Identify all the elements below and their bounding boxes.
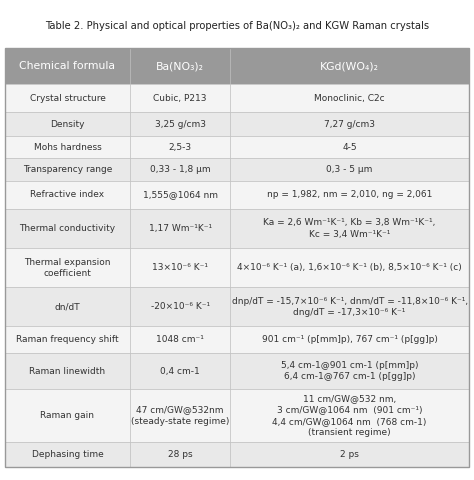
Bar: [130, 326, 230, 353]
Bar: [5, 158, 130, 181]
Text: 1,555@1064 nm: 1,555@1064 nm: [143, 191, 218, 199]
Bar: [130, 136, 230, 158]
Text: 4-5: 4-5: [342, 143, 357, 152]
Text: 0,4 cm-1: 0,4 cm-1: [160, 367, 200, 375]
Text: 5,4 cm-1@901 cm-1 (p[mm]p)
6,4 cm-1@767 cm-1 (p[gg]p): 5,4 cm-1@901 cm-1 (p[mm]p) 6,4 cm-1@767 …: [281, 361, 419, 381]
Text: -20×10⁻⁶ K⁻¹: -20×10⁻⁶ K⁻¹: [151, 302, 210, 312]
Bar: [230, 288, 469, 326]
Bar: [130, 48, 230, 84]
Text: 2,5-3: 2,5-3: [169, 143, 191, 152]
Bar: [5, 112, 130, 136]
Bar: [130, 353, 230, 389]
Bar: [130, 112, 230, 136]
Bar: [230, 389, 469, 442]
Text: Thermal conductivity: Thermal conductivity: [19, 224, 116, 233]
Bar: [230, 158, 469, 181]
Text: 3,25 g/cm3: 3,25 g/cm3: [155, 120, 206, 129]
Text: Mohs hardness: Mohs hardness: [34, 143, 101, 152]
Bar: [130, 181, 230, 209]
Text: dn/dT: dn/dT: [55, 302, 80, 312]
Text: 1,17 Wm⁻¹K⁻¹: 1,17 Wm⁻¹K⁻¹: [148, 224, 212, 233]
Bar: [130, 209, 230, 248]
Bar: [5, 136, 130, 158]
Text: Table 2. Physical and optical properties of Ba(NO₃)₂ and KGW Raman crystals: Table 2. Physical and optical properties…: [45, 21, 429, 31]
Text: 4×10⁻⁶ K⁻¹ (a), 1,6×10⁻⁶ K⁻¹ (b), 8,5×10⁻⁶ K⁻¹ (c): 4×10⁻⁶ K⁻¹ (a), 1,6×10⁻⁶ K⁻¹ (b), 8,5×10…: [237, 263, 462, 272]
Text: Density: Density: [50, 120, 85, 129]
Text: Crystal structure: Crystal structure: [29, 94, 105, 103]
Bar: [230, 181, 469, 209]
Bar: [5, 288, 130, 326]
Text: Monoclinic, C2c: Monoclinic, C2c: [314, 94, 385, 103]
Bar: [230, 442, 469, 467]
Bar: [230, 48, 469, 84]
Text: 901 cm⁻¹ (p[mm]p), 767 cm⁻¹ (p[gg]p): 901 cm⁻¹ (p[mm]p), 767 cm⁻¹ (p[gg]p): [262, 335, 438, 344]
Text: Ka = 2,6 Wm⁻¹K⁻¹, Kb = 3,8 Wm⁻¹K⁻¹,
Kc = 3,4 Wm⁻¹K⁻¹: Ka = 2,6 Wm⁻¹K⁻¹, Kb = 3,8 Wm⁻¹K⁻¹, Kc =…: [264, 218, 436, 239]
Text: Raman frequency shift: Raman frequency shift: [16, 335, 119, 344]
Text: 7,27 g/cm3: 7,27 g/cm3: [324, 120, 375, 129]
Text: dnp/dT = -15,7×10⁻⁶ K⁻¹, dnm/dT = -11,8×10⁻⁶ K⁻¹,
dng/dT = -17,3×10⁻⁶ K⁻¹: dnp/dT = -15,7×10⁻⁶ K⁻¹, dnm/dT = -11,8×…: [232, 297, 468, 317]
Bar: [230, 209, 469, 248]
Bar: [5, 48, 130, 84]
Text: Dephasing time: Dephasing time: [32, 450, 103, 459]
Bar: [5, 326, 130, 353]
Bar: [130, 248, 230, 288]
Text: 0,3 - 5 µm: 0,3 - 5 µm: [327, 165, 373, 174]
Bar: [130, 158, 230, 181]
Bar: [130, 288, 230, 326]
Text: 0,33 - 1,8 µm: 0,33 - 1,8 µm: [150, 165, 210, 174]
Text: Cubic, P213: Cubic, P213: [154, 94, 207, 103]
Bar: [5, 48, 469, 467]
Bar: [230, 84, 469, 112]
Bar: [230, 326, 469, 353]
Text: Thermal expansion
coefficient: Thermal expansion coefficient: [24, 257, 111, 278]
Text: Ba(NO₃)₂: Ba(NO₃)₂: [156, 61, 204, 71]
Bar: [230, 248, 469, 288]
Bar: [5, 84, 130, 112]
Bar: [5, 353, 130, 389]
Text: Chemical formula: Chemical formula: [19, 61, 116, 71]
Bar: [130, 84, 230, 112]
Bar: [5, 181, 130, 209]
Bar: [130, 442, 230, 467]
Bar: [5, 248, 130, 288]
Text: Transparency range: Transparency range: [23, 165, 112, 174]
Text: 11 cm/GW@532 nm,
3 cm/GW@1064 nm  (901 cm⁻¹)
4,4 cm/GW@1064 nm  (768 cm-1)
(tran: 11 cm/GW@532 nm, 3 cm/GW@1064 nm (901 cm…: [273, 394, 427, 437]
Bar: [230, 353, 469, 389]
Bar: [5, 442, 130, 467]
Bar: [130, 389, 230, 442]
Text: 28 ps: 28 ps: [168, 450, 192, 459]
Text: Raman gain: Raman gain: [40, 411, 94, 420]
Text: np = 1,982, nm = 2,010, ng = 2,061: np = 1,982, nm = 2,010, ng = 2,061: [267, 191, 432, 199]
Text: Refractive index: Refractive index: [30, 191, 104, 199]
Bar: [230, 112, 469, 136]
Bar: [230, 136, 469, 158]
Text: Raman linewidth: Raman linewidth: [29, 367, 106, 375]
Text: 13×10⁻⁶ K⁻¹: 13×10⁻⁶ K⁻¹: [152, 263, 208, 272]
Bar: [5, 209, 130, 248]
Text: 2 ps: 2 ps: [340, 450, 359, 459]
Bar: [5, 389, 130, 442]
Text: 47 cm/GW@532nm
(steady-state regime): 47 cm/GW@532nm (steady-state regime): [131, 406, 229, 426]
Text: KGd(WO₄)₂: KGd(WO₄)₂: [320, 61, 379, 71]
Text: 1048 cm⁻¹: 1048 cm⁻¹: [156, 335, 204, 344]
